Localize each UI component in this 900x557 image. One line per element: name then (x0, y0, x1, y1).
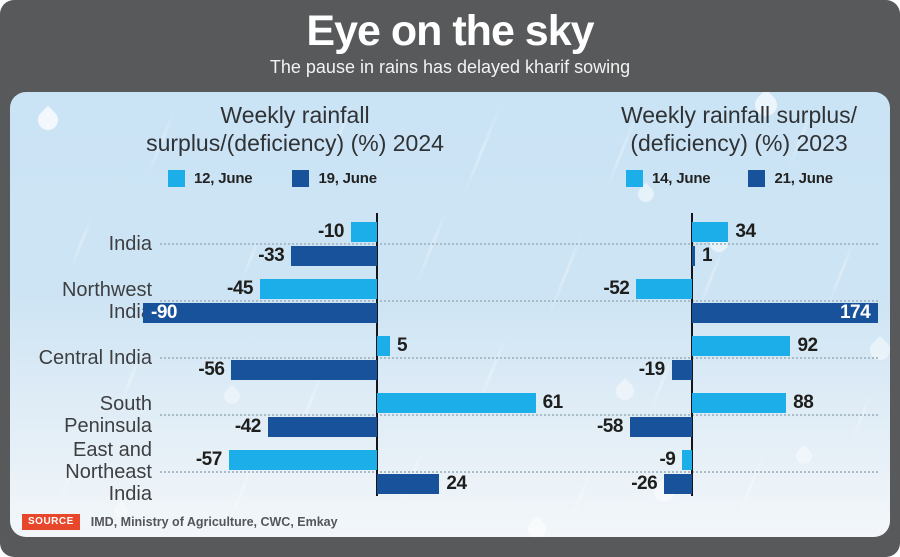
bar (260, 279, 377, 299)
bar (664, 474, 692, 494)
bar-value-label: -9 (659, 449, 676, 470)
bar (692, 303, 879, 323)
grid-dotted-line (160, 357, 878, 359)
chart-title-2024-line2: surplus/(deficiency) (%) 2024 (146, 130, 444, 156)
bar (692, 336, 791, 356)
bar-value-label: -42 (234, 416, 261, 437)
page-subtitle: The pause in rains has delayed kharif so… (269, 57, 631, 77)
bar (143, 303, 377, 323)
bar (291, 246, 377, 266)
bar (692, 393, 787, 413)
bar-value-label: 34 (735, 221, 756, 242)
bar-value-label: 92 (797, 335, 818, 356)
grid-dotted-line (160, 300, 878, 302)
bar-value-label: -45 (227, 278, 253, 299)
category-label-line: Peninsula (64, 415, 152, 437)
plot-area: India Northwest India Central India South Pen… (10, 92, 890, 537)
category-label-line: Central India (38, 347, 152, 369)
category-label-line: East and (73, 439, 152, 461)
bar (671, 360, 692, 380)
bar-value-label: -19 (638, 359, 665, 380)
legend-item: 12, June (168, 170, 253, 187)
legend-label: 21, June (774, 170, 833, 187)
bar-value-label: -10 (318, 221, 344, 242)
bar-value-label: 24 (446, 473, 467, 494)
legend-2023: 14, June 21, June (626, 170, 833, 187)
chart-title-2024: Weekly rainfall surplus/(deficiency) (%)… (65, 101, 525, 157)
bar (692, 246, 695, 266)
chart-title-2024-line1: Weekly rainfall (220, 102, 370, 128)
legend-label: 12, June (194, 170, 253, 187)
bar-value-label: 61 (542, 392, 564, 413)
bar-value-label: -58 (596, 416, 623, 437)
category-label-line: India (108, 301, 152, 323)
grid-dotted-line (160, 414, 878, 416)
bar (267, 417, 377, 437)
legend-2024: 12, June 19, June (168, 170, 377, 187)
bar (231, 360, 377, 380)
chart-panel: Weekly rainfall surplus/(deficiency) (%)… (10, 92, 890, 537)
bar (692, 222, 729, 242)
legend-label: 14, June (652, 170, 711, 187)
bar-value-label: 88 (793, 392, 814, 413)
bar-value-label: 1 (702, 245, 713, 266)
bar (629, 417, 692, 437)
legend-swatch-darkblue-icon (748, 170, 766, 187)
source-text: IMD, Ministry of Agriculture, CWC, Emkay (90, 515, 338, 529)
chart-title-2023-line2: (deficiency) (%) 2023 (630, 130, 848, 156)
bar (682, 450, 692, 470)
category-label-line: Northeast (65, 461, 152, 483)
bar-value-label: 5 (397, 335, 408, 356)
bar (228, 450, 377, 470)
bar (377, 474, 440, 494)
legend-swatch-darkblue-icon (292, 170, 310, 187)
page-title: Eye on the sky (306, 7, 594, 55)
bar-value-label: -56 (198, 359, 225, 380)
category-label: India (10, 233, 152, 255)
source-badge: SOURCE (22, 514, 80, 530)
source-row: SOURCE IMD, Ministry of Agriculture, CWC… (22, 514, 338, 530)
legend-item: 21, June (748, 170, 833, 187)
category-label-line: South (99, 393, 152, 415)
bar-value-label: 174 (839, 302, 871, 323)
bar (636, 279, 692, 299)
chart-title-2023: Weekly rainfall surplus/ (deficiency) (%… (588, 101, 890, 157)
bar-value-label: -52 (603, 278, 630, 299)
category-label: South Peninsula (10, 393, 152, 437)
grid-dotted-line (160, 471, 878, 473)
bar-value-label: -33 (258, 245, 285, 266)
legend-swatch-lightblue-icon (168, 170, 185, 187)
bar-value-label: -90 (151, 302, 177, 323)
legend-item: 19, June (292, 170, 377, 187)
legend-item: 14, June (626, 170, 711, 187)
bar (377, 393, 536, 413)
category-label-line: India (108, 233, 152, 255)
legend-label: 19, June (318, 170, 377, 187)
header: Eye on the sky The pause in rains has de… (0, 0, 900, 78)
bar (351, 222, 377, 242)
legend-swatch-lightblue-icon (626, 170, 643, 187)
category-label-line: India (108, 483, 152, 505)
bar-value-label: -26 (631, 473, 658, 494)
grid-dotted-line (160, 243, 878, 245)
chart-title-2023-line1: Weekly rainfall surplus/ (620, 102, 858, 128)
bar-value-label: -57 (195, 449, 222, 470)
category-label: Central India (10, 347, 152, 369)
category-label-line: Northwest (61, 279, 152, 301)
bar (377, 336, 390, 356)
category-label: Northwest India (10, 279, 152, 323)
category-label: East and Northeast India (10, 439, 152, 505)
